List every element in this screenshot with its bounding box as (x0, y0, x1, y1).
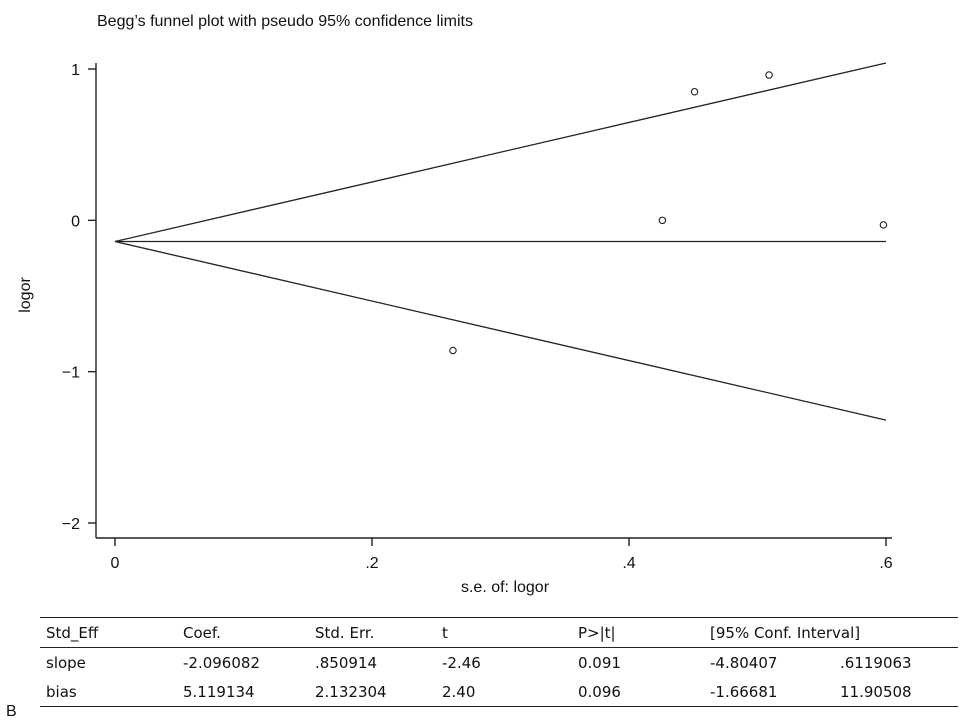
x-tick-label: .2 (365, 555, 378, 572)
table-cell: 2.40 (442, 682, 476, 701)
header-p: P>|t| (578, 623, 616, 642)
x-ticks: 0 .2 .4 .6 (111, 538, 893, 572)
table-header-row: Std_Eff Coef. Std. Err. t P>|t| [95% Con… (40, 617, 958, 648)
table-cell: -1.66681 (710, 682, 778, 701)
table-cell: 0.096 (578, 682, 621, 701)
table-cell: -2.096082 (183, 653, 260, 672)
data-point (765, 71, 773, 79)
table-row-slope: slope -2.096082 .850914 -2.46 0.091 -4.8… (40, 648, 958, 678)
data-point (690, 87, 699, 96)
table-cell: -4.80407 (710, 653, 778, 672)
panel-label: B (6, 703, 17, 720)
x-tick-label: 0 (111, 555, 120, 572)
data-point (879, 221, 888, 229)
funnel-lines (114, 62, 887, 421)
y-axis-label: logor (17, 277, 34, 313)
header-t: t (442, 623, 448, 642)
x-axis-label: s.e. of: logor (461, 579, 550, 596)
table-cell: bias (46, 682, 77, 701)
table-cell: 2.132304 (315, 682, 387, 701)
axes (95, 63, 892, 539)
funnel-plot: Begg’s funnel plot with pseudo 95% confi… (17, 13, 893, 596)
header-std-eff: Std_Eff (46, 623, 99, 642)
y-tick-label: −1 (62, 365, 80, 382)
table-cell: 0.091 (578, 653, 621, 672)
upper-confidence-line (114, 62, 887, 243)
table-cell: 5.119134 (183, 682, 255, 701)
header-conf-interval: [95% Conf. Interval] (710, 623, 861, 642)
table-cell: 11.90508 (840, 682, 912, 701)
lower-confidence-line (114, 240, 887, 421)
chart-title: Begg’s funnel plot with pseudo 95% confi… (97, 13, 473, 30)
x-tick-label: .4 (622, 555, 635, 572)
y-ticks: −2 −1 0 1 (62, 62, 96, 533)
data-points (449, 71, 888, 355)
header-coef: Coef. (183, 623, 221, 642)
table-row-bias: bias 5.119134 2.132304 2.40 0.096 -1.666… (40, 677, 958, 707)
regression-table: Std_Eff Coef. Std. Err. t P>|t| [95% Con… (40, 617, 958, 707)
table-cell: .6119063 (840, 653, 912, 672)
data-point (658, 216, 667, 225)
data-point (449, 346, 457, 355)
y-tick-label: 0 (71, 213, 80, 230)
header-std-err: Std. Err. (315, 623, 375, 642)
table-cell: -2.46 (442, 653, 481, 672)
y-tick-label: 1 (71, 62, 80, 79)
table-cell: slope (46, 653, 86, 672)
y-tick-label: −2 (62, 516, 80, 533)
x-tick-label: .6 (879, 555, 892, 572)
table-cell: .850914 (315, 653, 378, 672)
